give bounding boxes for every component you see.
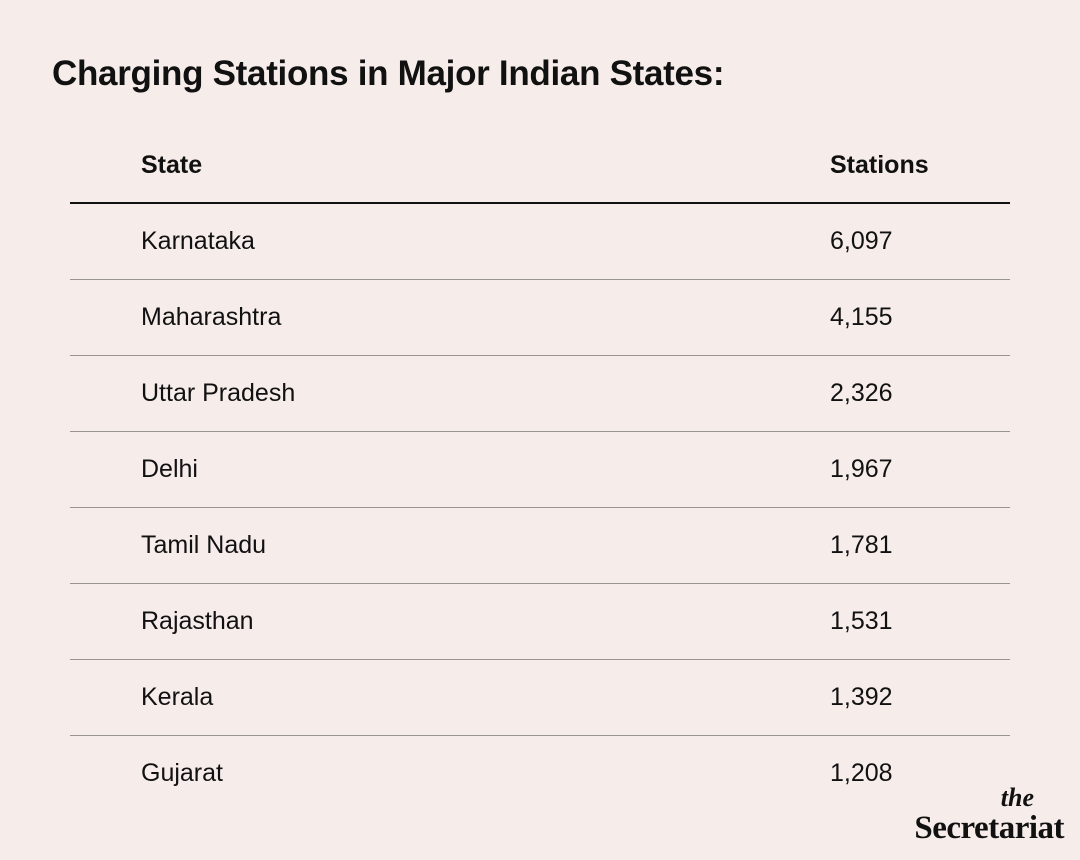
logo-name-text: Secretariat xyxy=(914,810,1064,846)
stations-cell: 1,531 xyxy=(830,607,893,635)
stations-table: State Stations Karnataka 6,097 Maharashtra… xyxy=(70,128,1010,811)
state-cell: Karnataka xyxy=(141,227,255,255)
table-row: Karnataka 6,097 xyxy=(70,204,1010,279)
column-header-stations: Stations xyxy=(830,151,929,179)
column-header-state: State xyxy=(141,151,203,179)
state-cell: Maharashtra xyxy=(141,303,282,331)
state-cell: Rajasthan xyxy=(141,607,254,635)
state-cell: Kerala xyxy=(141,683,214,711)
table-row: Delhi 1,967 xyxy=(70,431,1010,507)
table-row: Uttar Pradesh 2,326 xyxy=(70,355,1010,431)
table-row: Maharashtra 4,155 xyxy=(70,279,1010,355)
the-secretariat-logo: the Secretariat xyxy=(914,783,1064,847)
stations-cell: 1,781 xyxy=(830,531,893,559)
table-row: Gujarat 1,208 xyxy=(70,735,1010,811)
stations-cell: 1,392 xyxy=(830,683,893,711)
table-row: Kerala 1,392 xyxy=(70,659,1010,735)
stations-cell: 1,967 xyxy=(830,455,893,483)
state-cell: Uttar Pradesh xyxy=(141,379,296,407)
logo-the-text: the xyxy=(1000,783,1034,812)
state-cell: Delhi xyxy=(141,455,198,483)
stations-cell: 1,208 xyxy=(830,759,893,787)
table-header-row: State Stations xyxy=(70,128,1010,204)
table-row: Rajasthan 1,531 xyxy=(70,583,1010,659)
stations-cell: 2,326 xyxy=(830,379,893,407)
chart-title: Charging Stations in Major Indian States… xyxy=(52,54,725,93)
table-row: Tamil Nadu 1,781 xyxy=(70,507,1010,583)
table-body: Karnataka 6,097 Maharashtra 4,155 Uttar Prad… xyxy=(70,204,1010,811)
state-cell: Tamil Nadu xyxy=(141,531,267,559)
stations-cell: 6,097 xyxy=(830,227,893,255)
state-cell: Gujarat xyxy=(141,759,223,787)
stations-cell: 4,155 xyxy=(830,303,893,331)
